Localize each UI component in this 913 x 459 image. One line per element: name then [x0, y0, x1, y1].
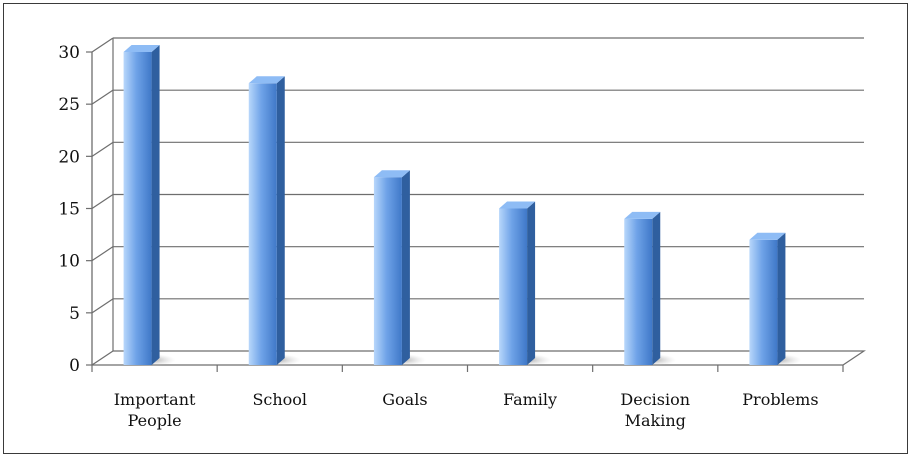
y-tick-label: 15: [58, 200, 80, 220]
y-tick-label: 20: [58, 147, 80, 167]
grid-connector: [91, 246, 114, 262]
x-category-label: Decision Making: [620, 390, 690, 430]
bar-front: [499, 208, 528, 365]
y-tick-labels: 0 5 10 15 20 25 30: [58, 43, 80, 376]
x-category-label: School: [252, 390, 307, 409]
y-tick-label: 0: [69, 356, 80, 376]
bar: [248, 76, 301, 366]
bar-top: [123, 45, 160, 52]
grid-lines: [91, 37, 864, 366]
bar-front: [373, 177, 402, 365]
grid-connector: [91, 89, 114, 105]
bar-side: [527, 201, 536, 365]
grid-connector: [91, 350, 114, 366]
y-tick-label: 25: [58, 95, 80, 115]
bar-top: [624, 211, 661, 219]
bar-side: [276, 76, 285, 366]
floor-outline: [92, 350, 866, 366]
bar-front: [624, 218, 653, 365]
y-tick-label: 5: [69, 304, 80, 324]
grid-connector: [91, 194, 114, 209]
x-category-label: Family: [503, 390, 557, 409]
bar-front: [248, 83, 277, 366]
bar: [624, 211, 677, 366]
bar-top: [499, 201, 536, 209]
bar-top: [373, 170, 410, 178]
bars: [123, 45, 802, 366]
bar-side: [401, 170, 410, 365]
bar-side: [777, 232, 786, 365]
chart-floor: [91, 350, 866, 372]
bar: [749, 232, 802, 366]
bar-front: [749, 239, 778, 365]
grid-connector: [91, 37, 114, 53]
x-category-label: Problems: [742, 390, 818, 409]
grid-connector: [91, 298, 114, 314]
y-axis: [86, 38, 114, 366]
y-tick-label: 10: [58, 252, 80, 272]
bar: [123, 45, 176, 366]
bar: [373, 170, 426, 366]
bar-side: [151, 45, 160, 365]
bar: [499, 201, 552, 366]
bar-side: [652, 211, 661, 365]
bar-top: [749, 232, 786, 240]
y-tick-label: 30: [58, 43, 80, 63]
bar-top: [248, 76, 285, 84]
x-category-label: Important People: [114, 390, 196, 430]
bar-front: [123, 52, 152, 365]
x-category-labels: Important People School Goals Family Decision…: [114, 390, 819, 430]
x-category-label: Goals: [382, 390, 427, 409]
grid-connector: [91, 141, 114, 157]
